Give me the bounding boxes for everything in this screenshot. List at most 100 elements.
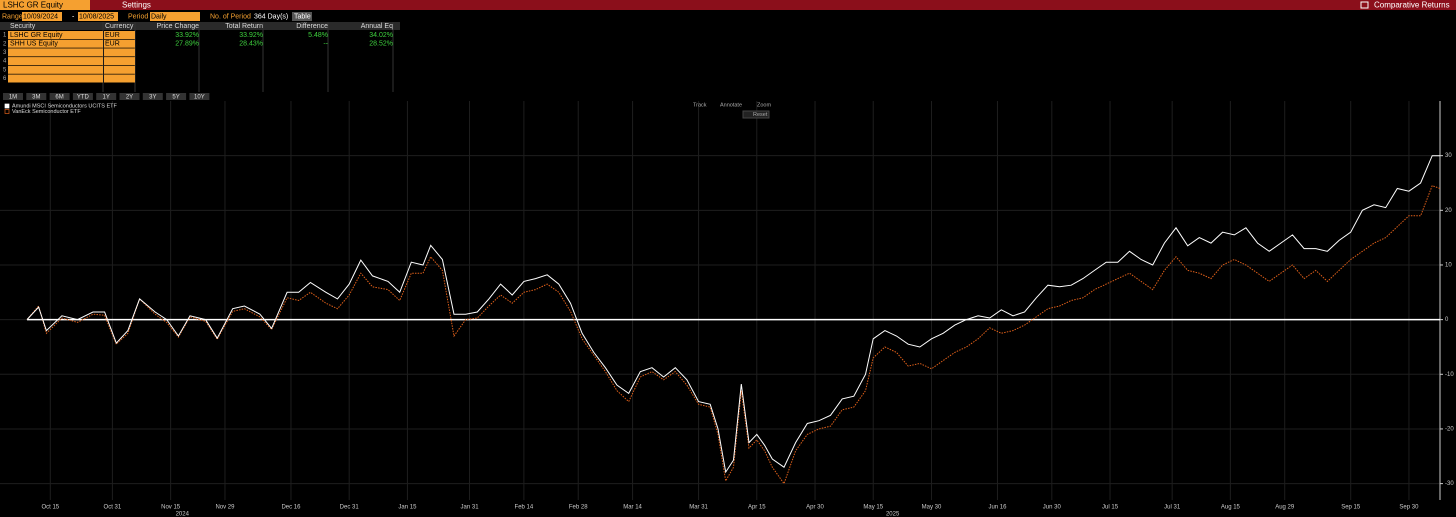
- security-cell[interactable]: [8, 57, 103, 66]
- currency-cell[interactable]: [104, 57, 135, 66]
- range-button-label[interactable]: 1M: [9, 94, 17, 100]
- security[interactable]: LSHC GR Equity: [3, 1, 63, 10]
- range-button-label[interactable]: 1Y: [103, 94, 110, 100]
- range-button-label[interactable]: 10Y: [194, 94, 205, 100]
- separator: -: [72, 13, 75, 20]
- table-cell: 28.43%: [239, 41, 263, 48]
- toolbar-item[interactable]: Annotate: [720, 102, 742, 108]
- table-cell: 28.52%: [369, 41, 393, 48]
- currency-cell[interactable]: [104, 48, 135, 57]
- security-cell[interactable]: [8, 48, 103, 57]
- row-number: 6: [3, 76, 7, 82]
- column-header: Annual Eq: [361, 23, 393, 30]
- range-button[interactable]: [72, 93, 93, 100]
- security-cell[interactable]: [8, 31, 103, 39]
- range-button[interactable]: [142, 93, 163, 100]
- x-tick-label: Jan 31: [461, 505, 480, 511]
- security-box[interactable]: [0, 0, 90, 10]
- x-tick-label: Jul 31: [1164, 505, 1181, 511]
- range-button[interactable]: [166, 93, 187, 100]
- range-button[interactable]: [26, 93, 47, 100]
- legend-swatch: [4, 103, 10, 109]
- currency-cell[interactable]: [104, 31, 135, 39]
- range-label: Range: [2, 13, 23, 20]
- legend-label: Amundi MSCI Semiconductors UCITS ETF: [12, 103, 117, 109]
- range-button[interactable]: [119, 93, 140, 100]
- x-tick-label: Aug 15: [1221, 505, 1241, 511]
- legend-label: VanEck Semiconductor ETF: [12, 109, 81, 115]
- range-button[interactable]: [96, 93, 117, 100]
- table-cell: --: [323, 41, 328, 48]
- view-box[interactable]: [292, 12, 312, 21]
- security-cell[interactable]: [8, 74, 103, 83]
- currency-cell[interactable]: [104, 39, 135, 48]
- count-label: No. of Period: [210, 13, 251, 20]
- table-cell: 33.92%: [239, 32, 263, 39]
- column-header: Security: [10, 23, 36, 30]
- x-tick-label: Jul 15: [1102, 505, 1119, 511]
- x-year-label: 2024: [176, 512, 190, 517]
- view[interactable]: Table: [294, 13, 311, 20]
- period-label: Period: [128, 13, 148, 20]
- range-button-label[interactable]: 2Y: [126, 94, 133, 100]
- toolbar-item[interactable]: Zoom: [757, 102, 771, 108]
- range-button[interactable]: [49, 93, 70, 100]
- y-tick-label: 10: [1445, 263, 1452, 269]
- start-date[interactable]: 10/09/2024: [23, 13, 58, 20]
- x-tick-label: May 30: [922, 505, 942, 511]
- x-tick-label: Feb 28: [569, 505, 588, 511]
- x-tick-label: Aug 29: [1275, 505, 1295, 511]
- x-tick-label: Nov 15: [161, 505, 181, 511]
- x-tick-label: Oct 15: [41, 505, 59, 511]
- y-tick-label: 30: [1445, 153, 1452, 159]
- series-line: [26, 155, 1440, 474]
- y-tick-label: -20: [1445, 427, 1454, 433]
- end-box[interactable]: [78, 12, 118, 21]
- toolbar-item[interactable]: Reset: [753, 112, 768, 118]
- security-cell[interactable]: [8, 39, 103, 48]
- y-tick-label: 20: [1445, 208, 1452, 214]
- x-tick-label: Dec 16: [281, 505, 301, 511]
- top-bar: [0, 0, 1456, 10]
- chart-area: [0, 101, 1456, 517]
- row-number: 5: [3, 67, 7, 73]
- x-tick-label: Apr 30: [806, 505, 824, 511]
- period[interactable]: Daily: [151, 13, 167, 20]
- y-tick-label: 0: [1445, 317, 1449, 323]
- period-box[interactable]: [150, 12, 200, 21]
- row-number: 2: [3, 41, 7, 47]
- reset-button[interactable]: [742, 110, 770, 119]
- x-tick-label: Dec 31: [340, 505, 360, 511]
- x-year-label: 2025: [886, 512, 900, 517]
- range-button-label[interactable]: YTD: [77, 94, 90, 100]
- start-box[interactable]: [22, 12, 62, 21]
- x-tick-label: Feb 14: [515, 505, 534, 511]
- table-cell: LSHC GR Equity: [10, 32, 63, 39]
- column-header: Currency: [105, 23, 134, 30]
- x-tick-label: Sep 30: [1399, 505, 1419, 511]
- y-tick-label: -10: [1445, 372, 1454, 378]
- x-tick-label: Jun 16: [988, 505, 1007, 511]
- function-name: Comparative Returns: [1374, 1, 1450, 10]
- currency-cell[interactable]: [104, 65, 135, 74]
- count: 364 Day(s): [254, 13, 288, 20]
- range-button-label[interactable]: 5Y: [172, 94, 179, 100]
- y-tick-label: -30: [1445, 481, 1454, 487]
- x-tick-label: May 15: [863, 505, 883, 511]
- range-button-label[interactable]: 3M: [32, 94, 40, 100]
- currency-cell[interactable]: [104, 74, 135, 83]
- range-button-label[interactable]: 6M: [55, 94, 63, 100]
- settings[interactable]: Settings: [122, 1, 151, 10]
- range-button[interactable]: [189, 93, 210, 100]
- x-tick-label: Jan 15: [398, 505, 417, 511]
- x-tick-label: Sep 15: [1341, 505, 1361, 511]
- range-button[interactable]: [3, 93, 23, 100]
- toolbar-item[interactable]: Track: [693, 102, 707, 108]
- x-tick-label: Nov 29: [215, 505, 235, 511]
- security-cell[interactable]: [8, 65, 103, 74]
- end-date[interactable]: 10/08/2025: [79, 13, 114, 20]
- range-button-label[interactable]: 3Y: [149, 94, 156, 100]
- x-tick-label: Mar 14: [623, 505, 642, 511]
- table-cell: 34.02%: [369, 32, 393, 39]
